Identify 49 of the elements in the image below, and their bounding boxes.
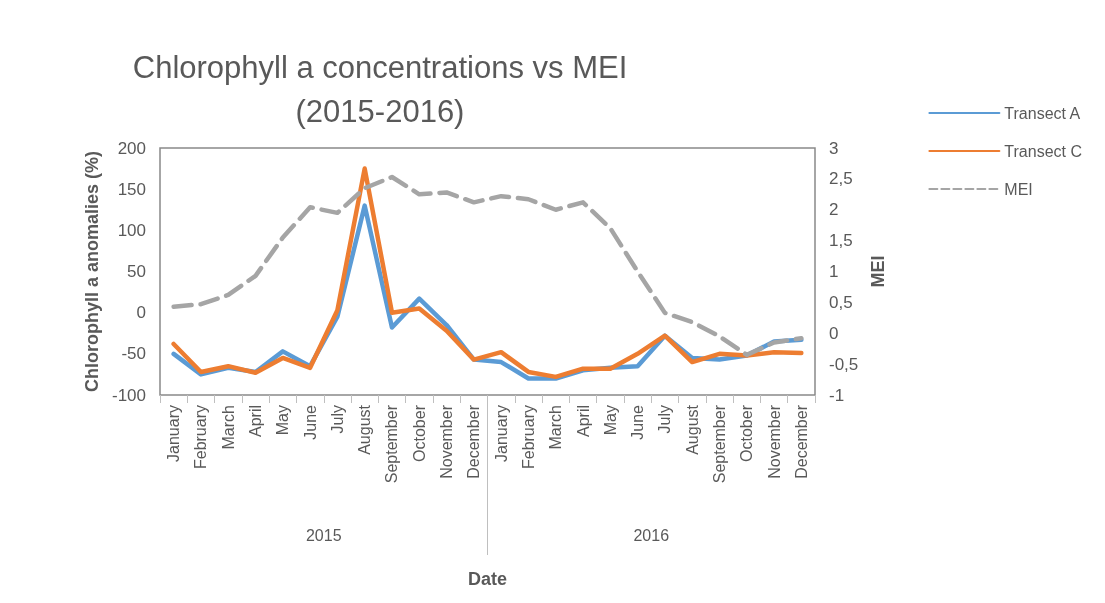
text: 2015 — [305, 526, 342, 544]
x-axis-title: Date — [467, 569, 508, 589]
y2-tick-label: 1 — [829, 262, 839, 281]
x-tick-label: April — [574, 405, 592, 438]
x-tick-label: January — [165, 405, 183, 462]
y2-tick-label: 3 — [829, 138, 839, 158]
x-tick-label: September — [383, 404, 401, 484]
x-tick-label: June — [301, 404, 319, 440]
y-tick-label: -50 — [121, 344, 146, 364]
legend-label: Transect A — [1004, 104, 1081, 122]
y2-tick-label: 0,5 — [829, 292, 853, 312]
y2-axis-title: MEI — [868, 255, 889, 288]
y-tick-label: -100 — [111, 385, 146, 405]
y-tick-label: 100 — [117, 220, 146, 240]
x-tick-label: November — [765, 404, 783, 479]
y2-tick-label: 2,5 — [829, 169, 853, 189]
x-tick-label: September — [710, 404, 728, 484]
x-tick-label: June — [629, 404, 647, 440]
x-tick-label: February — [519, 405, 537, 470]
y-tick-label: 200 — [117, 138, 146, 158]
x-tick-label: March — [219, 405, 237, 450]
x-tick-label: August — [356, 404, 374, 455]
y2-tick-label: 2 — [829, 200, 839, 220]
x-tick-label: August — [683, 404, 701, 455]
x-tick-label: February — [192, 405, 210, 470]
x-tick-label: March — [547, 405, 565, 450]
x-tick-label: October — [738, 404, 756, 462]
x-tick-label: December — [792, 404, 810, 479]
y-tick-label: 50 — [127, 262, 146, 281]
y2-tick-label: 0 — [829, 323, 839, 343]
x-tick-label: April — [247, 405, 265, 438]
x-tick-label: July — [328, 405, 346, 434]
y2-tick-label: 1,5 — [829, 231, 853, 251]
x-tick-label: May — [274, 405, 292, 436]
text: 2016 — [633, 526, 670, 544]
x-tick-label: November — [438, 404, 456, 479]
y-tick-label: 150 — [117, 179, 146, 199]
legend-label: MEI — [1004, 180, 1033, 198]
y-axis-title: Chlorophyll a anomalies (%) — [82, 150, 103, 393]
x-tick-label: October — [410, 404, 428, 462]
x-tick-label: May — [601, 405, 619, 436]
legend-label: Transect C — [1004, 142, 1083, 160]
x-tick-label: January — [492, 405, 510, 462]
y2-tick-label: -1 — [829, 385, 845, 405]
y-tick-label: 0 — [136, 303, 146, 323]
x-tick-label: December — [465, 404, 483, 479]
x-tick-label: July — [656, 405, 674, 434]
chart-title: Chlorophyll a concentrations vs MEI (2015-2016) — [132, 49, 628, 129]
y2-tick-label: -0,5 — [829, 354, 859, 374]
